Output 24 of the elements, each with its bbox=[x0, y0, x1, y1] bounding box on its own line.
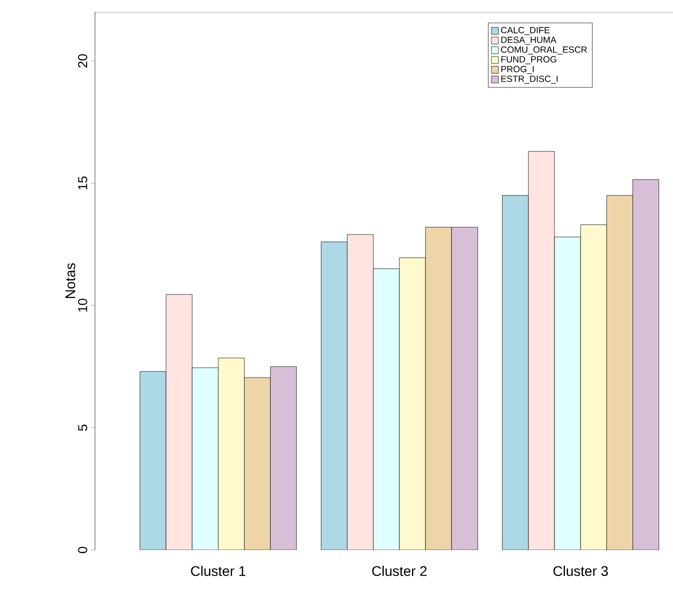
bar bbox=[192, 368, 218, 550]
legend-label: FUND_PROG bbox=[501, 56, 556, 64]
bar bbox=[166, 294, 192, 550]
legend-label: PROG_I bbox=[501, 66, 534, 74]
bar bbox=[270, 366, 297, 550]
bar bbox=[528, 151, 555, 550]
legend-label: COMU_ORAL_ESCR bbox=[501, 46, 587, 54]
y-tick-label: 5 bbox=[78, 424, 88, 431]
bar bbox=[554, 236, 581, 550]
x-tick-label: Cluster 3 bbox=[553, 566, 608, 576]
bar bbox=[451, 226, 478, 550]
legend-label: ESTR_DISC_I bbox=[501, 76, 558, 84]
bar bbox=[632, 179, 660, 550]
y-axis-title: Notas bbox=[65, 263, 76, 298]
y-tick-label: 15 bbox=[78, 176, 88, 190]
y-tick-label: 0 bbox=[78, 546, 88, 554]
bar bbox=[373, 268, 400, 550]
y-tick-label: 10 bbox=[78, 298, 88, 312]
bar bbox=[347, 234, 374, 550]
legend-label: CALC_DIFE bbox=[501, 26, 550, 35]
x-tick-label: Cluster 2 bbox=[372, 566, 427, 576]
y-tick-label: 20 bbox=[78, 54, 88, 68]
legend-label: DESA_HUMA bbox=[501, 36, 556, 45]
x-tick-label: Cluster 1 bbox=[191, 566, 246, 576]
